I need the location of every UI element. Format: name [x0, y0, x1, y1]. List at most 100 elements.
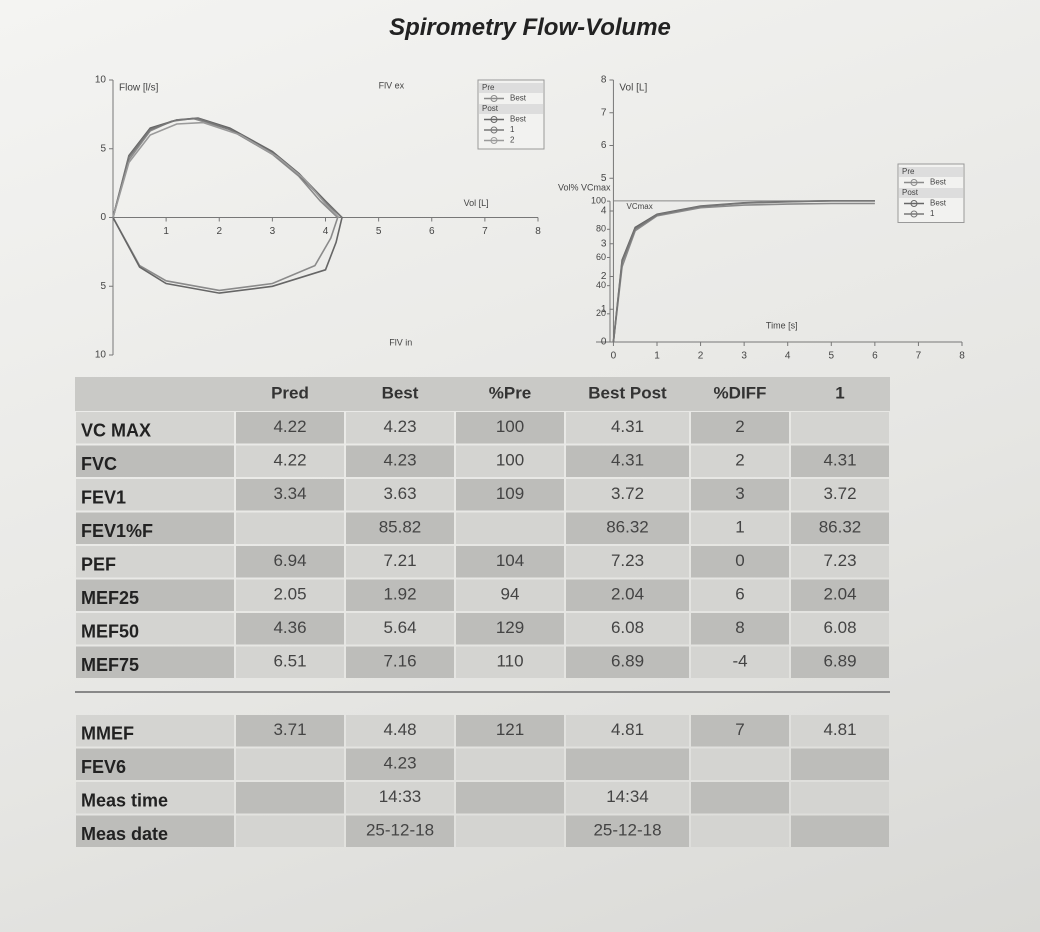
cell-bg [456, 646, 564, 678]
row-label: VC MAX [81, 421, 151, 441]
cell-bg [791, 412, 889, 444]
legend-group: Pre [482, 83, 495, 92]
cell-bg [236, 613, 344, 645]
column-header: %DIFF [714, 383, 767, 402]
cell-value: 4.31 [611, 451, 644, 470]
cell-bg [456, 546, 564, 578]
x-tick-label: 3 [270, 226, 276, 237]
legend-group-bg [899, 167, 963, 177]
cell-bg [691, 546, 789, 578]
x-tick-label: 7 [916, 351, 922, 362]
x-tick-label: 4 [785, 351, 791, 362]
x-tick-label: 4 [323, 226, 329, 237]
cell-bg [346, 412, 454, 444]
header-bg [75, 377, 890, 411]
cell-value: 4.36 [273, 618, 306, 637]
cell-bg [346, 579, 454, 611]
cell-bg [76, 412, 234, 444]
y-tick-label: 3 [601, 238, 607, 249]
cell-bg [76, 445, 234, 477]
cell-bg [236, 815, 344, 847]
y-tick-label: 7 [601, 107, 607, 118]
cell-value: 4.48 [383, 720, 416, 739]
cell-value: 8 [735, 618, 744, 637]
cell-bg [691, 579, 789, 611]
y-tick-label: 5 [100, 143, 106, 154]
cell-bg [76, 479, 234, 511]
cell-bg [456, 613, 564, 645]
y-tick-label: 1 [601, 304, 607, 315]
cell-bg [566, 579, 689, 611]
cell-value: 5.64 [383, 618, 416, 637]
cell-value: 110 [496, 652, 523, 671]
cell-value: 7.23 [611, 551, 644, 570]
report-title: Spirometry Flow-Volume [389, 14, 671, 41]
column-header: Pred [271, 383, 309, 402]
cell-bg [791, 782, 889, 814]
cell-bg [346, 782, 454, 814]
cell-value: 3.34 [273, 484, 306, 503]
cell-value: 14:33 [379, 787, 422, 806]
y-tick-label: 4 [601, 206, 607, 217]
cell-bg [566, 546, 689, 578]
cell-bg [456, 445, 564, 477]
cell-value: 3 [735, 484, 744, 503]
data-line [112, 121, 340, 219]
cell-bg [456, 748, 564, 780]
cell-bg [791, 815, 889, 847]
flow-ex-label: FlV ex [379, 80, 405, 90]
cell-bg [691, 646, 789, 678]
cell-value: 7.21 [383, 551, 416, 570]
cell-bg [76, 815, 234, 847]
cell-bg [76, 579, 234, 611]
cell-bg [566, 445, 689, 477]
cell-value: 94 [501, 585, 520, 604]
cell-value: 100 [496, 451, 524, 470]
legend-group-bg [899, 188, 963, 198]
row-label: MEF50 [81, 622, 139, 642]
cell-bg [236, 579, 344, 611]
y2-tick-label: 80 [596, 224, 606, 234]
cell-bg [346, 748, 454, 780]
cell-bg [691, 815, 789, 847]
cell-value: 6.94 [273, 551, 306, 570]
x-tick-label: 3 [741, 351, 747, 362]
cell-bg [691, 748, 789, 780]
cell-value: 6.51 [273, 652, 306, 671]
cell-value: 85.82 [379, 518, 422, 537]
x-tick-label: 2 [216, 226, 222, 237]
x-axis-label: Time [s] [766, 320, 798, 330]
cell-bg [566, 613, 689, 645]
cell-value: 4.23 [383, 451, 416, 470]
cell-bg [346, 715, 454, 747]
cell-bg [346, 546, 454, 578]
row-label: PEF [81, 555, 116, 575]
cell-value: 100 [496, 417, 524, 436]
cell-value: 4.23 [383, 417, 416, 436]
flow-in-label: FlV in [389, 337, 412, 347]
cell-value: 4.22 [273, 451, 306, 470]
cell-value: 7 [735, 720, 744, 739]
cell-bg [456, 479, 564, 511]
cell-value: 1.92 [383, 585, 416, 604]
cell-bg [236, 715, 344, 747]
cell-value: 4.23 [383, 754, 416, 773]
cell-value: 25-12-18 [366, 821, 434, 840]
legend-entry: Best [930, 199, 947, 208]
y2-tick-label: 20 [596, 308, 606, 318]
cell-bg [236, 412, 344, 444]
cell-value: 6 [735, 585, 744, 604]
cell-value: 25-12-18 [593, 821, 661, 840]
cell-value: 2.05 [273, 585, 306, 604]
y2-tick-label: 40 [596, 280, 606, 290]
x-tick-label: 1 [163, 226, 169, 237]
row-label: FVC [81, 454, 117, 474]
legend-group: Post [482, 104, 499, 113]
cell-bg [346, 445, 454, 477]
cell-bg [566, 715, 689, 747]
cell-bg [236, 646, 344, 678]
cell-value: 4.31 [823, 451, 856, 470]
cell-bg [236, 445, 344, 477]
